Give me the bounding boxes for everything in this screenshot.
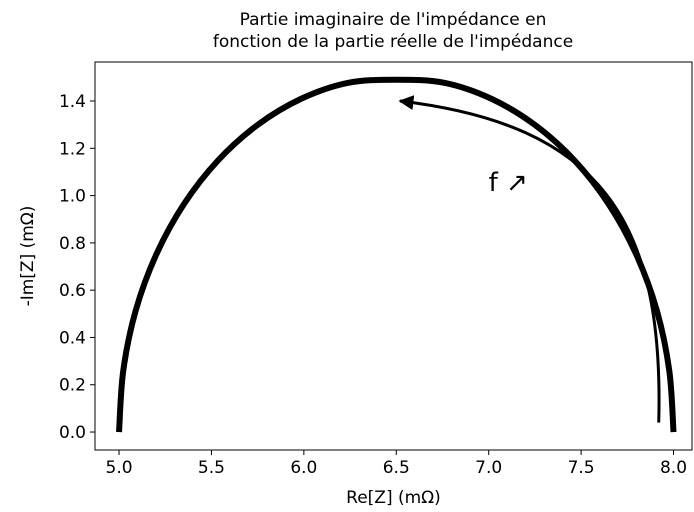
plot-frame: [94, 61, 693, 451]
chart-title: Partie imaginaire de l'impédance en fonct…: [213, 10, 573, 52]
x-tick-label: 6.0: [290, 458, 317, 478]
x-tick-label: 8.0: [660, 458, 687, 478]
y-tick-label: 0.8: [59, 234, 86, 254]
x-tick-label: 7.0: [475, 458, 502, 478]
y-tick-label: 1.0: [59, 187, 86, 207]
x-tick-label: 6.5: [383, 458, 410, 478]
data-line: [116, 76, 677, 433]
x-axis-label: Re[Z] (mΩ): [346, 488, 441, 508]
x-tick-label: 7.5: [568, 458, 595, 478]
y-axis-label: -Im[Z] (mΩ): [18, 206, 38, 307]
y-tick-label: 0.4: [59, 328, 86, 348]
y-tick-label: 0.6: [59, 281, 86, 301]
annotation-arrow: [398, 95, 661, 423]
x-tick-label: 5.5: [198, 458, 225, 478]
x-tick-label: 5.0: [106, 458, 133, 478]
y-tick-label: 1.2: [59, 139, 86, 159]
annotation: f ↗: [489, 168, 528, 198]
y-tick-label: 0.2: [59, 376, 86, 396]
y-tick-label: 0.0: [59, 423, 86, 443]
y-tick-label: 1.4: [59, 92, 86, 112]
